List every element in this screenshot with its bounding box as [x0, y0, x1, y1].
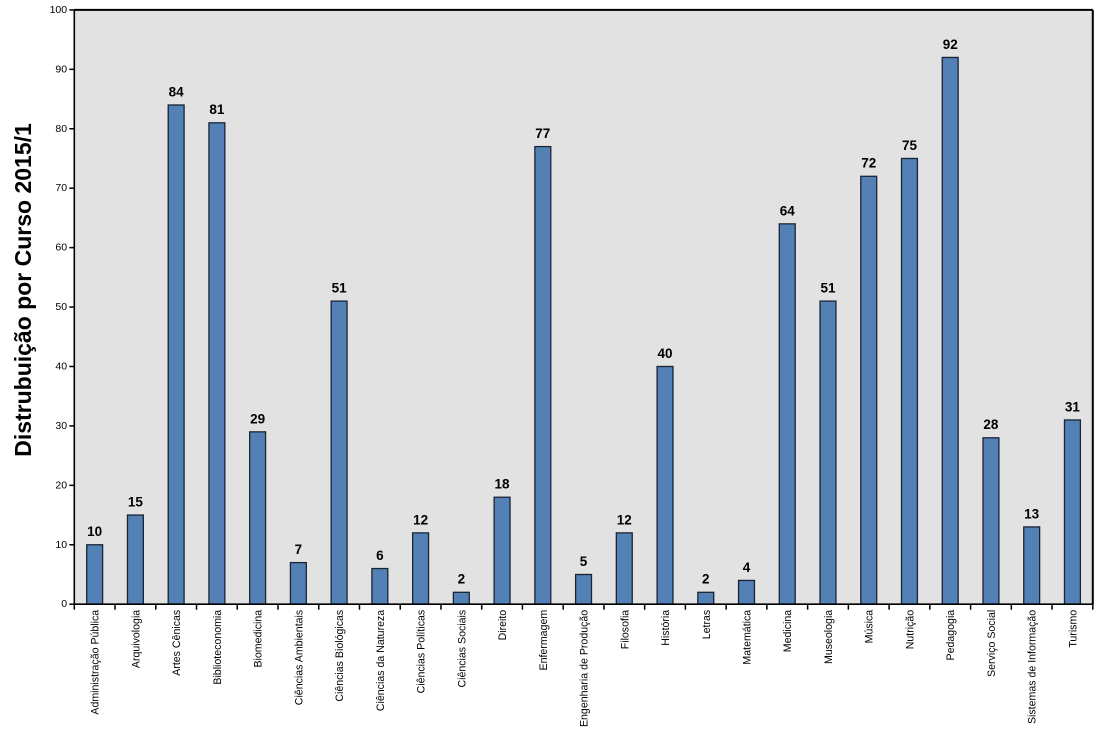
svg-text:6: 6	[376, 548, 384, 563]
svg-text:Ciências Ambientais: Ciências Ambientais	[293, 610, 305, 705]
svg-text:Engenharia de Produção: Engenharia de Produção	[579, 610, 591, 727]
svg-text:72: 72	[861, 156, 876, 171]
svg-text:13: 13	[1024, 506, 1040, 521]
svg-text:77: 77	[535, 126, 550, 141]
svg-text:Ciências Políticas: Ciências Políticas	[416, 610, 428, 694]
svg-text:64: 64	[780, 203, 796, 218]
svg-text:100: 100	[50, 4, 68, 16]
svg-text:Letras: Letras	[701, 610, 713, 639]
svg-text:51: 51	[820, 281, 836, 296]
svg-text:15: 15	[128, 494, 144, 509]
svg-text:92: 92	[943, 37, 958, 52]
svg-text:Distrubuição por Curso 2015/1: Distrubuição por Curso 2015/1	[10, 123, 36, 457]
svg-text:Enfermagem: Enfermagem	[538, 610, 550, 671]
svg-text:2: 2	[458, 572, 466, 587]
svg-text:4: 4	[743, 560, 751, 575]
svg-text:28: 28	[983, 417, 999, 432]
svg-text:Direito: Direito	[497, 610, 509, 641]
svg-text:Pedagogia: Pedagogia	[945, 610, 957, 661]
svg-text:História: História	[660, 610, 672, 646]
svg-text:Serviço Social: Serviço Social	[986, 610, 998, 677]
svg-text:40: 40	[658, 346, 673, 361]
svg-text:Música: Música	[864, 610, 876, 644]
svg-text:Matemática: Matemática	[742, 610, 754, 665]
svg-text:81: 81	[209, 102, 225, 117]
svg-text:84: 84	[169, 84, 185, 99]
svg-text:Biomedicina: Biomedicina	[253, 610, 265, 668]
svg-text:51: 51	[332, 281, 348, 296]
svg-text:50: 50	[55, 301, 67, 313]
svg-text:Filosofia: Filosofia	[619, 610, 631, 650]
svg-text:Turismo: Turismo	[1067, 610, 1079, 648]
svg-text:75: 75	[902, 138, 918, 153]
svg-text:Sistemas de Informação: Sistemas de Informação	[1027, 610, 1039, 724]
svg-text:Ciências Sociais: Ciências Sociais	[456, 610, 468, 688]
svg-text:5: 5	[580, 554, 588, 569]
svg-text:12: 12	[413, 512, 428, 527]
svg-text:Arquivologia: Arquivologia	[130, 610, 142, 668]
svg-text:40: 40	[55, 360, 67, 372]
svg-text:30: 30	[55, 420, 67, 432]
svg-text:31: 31	[1065, 399, 1081, 414]
svg-text:29: 29	[250, 411, 265, 426]
svg-text:10: 10	[87, 524, 102, 539]
svg-text:7: 7	[295, 542, 303, 557]
svg-text:Nutrição: Nutrição	[904, 610, 916, 650]
svg-text:20: 20	[55, 479, 67, 491]
svg-text:90: 90	[55, 63, 67, 75]
svg-text:Biblioteconomia: Biblioteconomia	[212, 610, 224, 685]
svg-text:Ciências Biológicas: Ciências Biológicas	[334, 610, 346, 702]
svg-text:Administração Pública: Administração Pública	[90, 610, 102, 715]
svg-text:18: 18	[495, 477, 511, 492]
svg-text:80: 80	[55, 123, 67, 135]
svg-text:0: 0	[61, 598, 67, 610]
svg-text:Medicina: Medicina	[782, 610, 794, 653]
svg-text:12: 12	[617, 512, 632, 527]
svg-text:Museologia: Museologia	[823, 610, 835, 664]
svg-text:70: 70	[55, 182, 67, 194]
svg-text:60: 60	[55, 242, 67, 254]
svg-text:Artes Cênicas: Artes Cênicas	[171, 610, 183, 676]
svg-text:10: 10	[55, 539, 67, 551]
svg-text:Ciências da Natureza: Ciências da Natureza	[375, 610, 387, 711]
svg-text:2: 2	[702, 572, 710, 587]
